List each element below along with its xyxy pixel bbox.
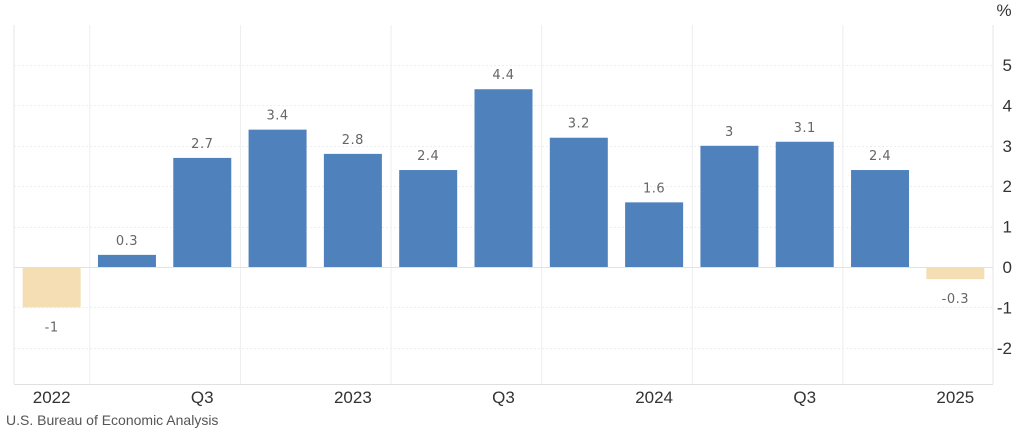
bar[interactable]	[248, 129, 307, 267]
y-tick-label: 4	[1003, 96, 1012, 115]
data-label: -0.3	[942, 292, 969, 307]
bar[interactable]	[700, 145, 759, 267]
x-tick-label: Q3	[492, 388, 515, 407]
bar[interactable]	[775, 141, 834, 267]
x-tick-label: Q3	[793, 388, 816, 407]
x-axis: 2022 Q3 2023 Q3 2024 Q3 2025	[33, 388, 975, 407]
y-tick-label: -1	[997, 298, 1012, 317]
y-tick-label: 0	[1003, 258, 1012, 277]
y-axis-unit: %	[996, 1, 1011, 20]
bar[interactable]	[323, 153, 382, 267]
data-labels: -1 0.3 2.7 3.4 2.8 2.4 4.4 3.2 1.6 3 3.1 2.4 -0.3	[45, 68, 969, 335]
y-tick-label: 5	[1003, 56, 1012, 75]
data-label: 3	[725, 125, 734, 140]
data-label: 2.7	[191, 137, 213, 152]
bar[interactable]	[97, 254, 156, 267]
x-tick-label: Q3	[191, 388, 214, 407]
x-tick-label: 2022	[33, 388, 71, 407]
data-label: 1.6	[643, 181, 665, 196]
x-tick-label: 2025	[936, 388, 974, 407]
bar[interactable]	[474, 89, 533, 268]
bar[interactable]	[173, 157, 232, 267]
data-label: 4.4	[492, 68, 514, 83]
x-tick-label: 2024	[635, 388, 673, 407]
y-tick-label: 1	[1003, 218, 1012, 237]
x-tick-label: 2023	[334, 388, 372, 407]
bar[interactable]	[399, 170, 458, 267]
data-label: 2.4	[869, 149, 891, 164]
data-label: 2.4	[417, 149, 439, 164]
y-tick-label: 3	[1003, 137, 1012, 156]
data-label: 3.1	[794, 121, 816, 136]
data-label: 3.4	[266, 109, 288, 124]
bars	[22, 89, 985, 308]
y-tick-label: -2	[997, 339, 1012, 358]
data-label: 2.8	[342, 133, 364, 148]
y-axis: 5 4 3 2 1 0 -1 -2	[997, 56, 1012, 358]
data-label: 0.3	[116, 234, 138, 249]
bar[interactable]	[926, 267, 985, 280]
bar[interactable]	[22, 267, 81, 308]
bar[interactable]	[851, 170, 910, 267]
source-label: U.S. Bureau of Economic Analysis	[6, 412, 219, 428]
y-tick-label: 2	[1003, 177, 1012, 196]
bar[interactable]	[625, 202, 684, 267]
data-label: -1	[45, 320, 59, 335]
data-label: 3.2	[568, 117, 590, 132]
bar[interactable]	[549, 137, 608, 267]
